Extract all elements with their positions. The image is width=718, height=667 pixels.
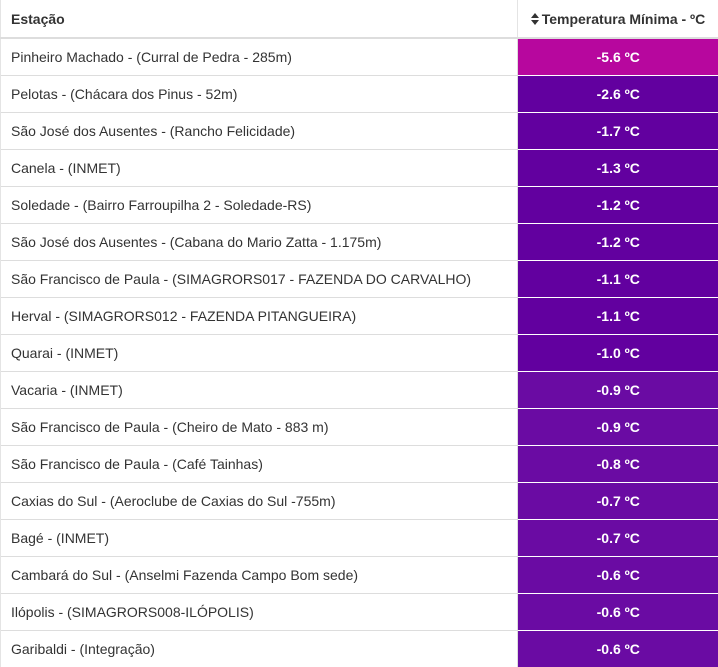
table-row: Garibaldi - (Integração) -0.6 ºC bbox=[0, 629, 718, 667]
station-header-label: Estação bbox=[11, 10, 65, 27]
min-temperature-cell: -1.7 ºC bbox=[517, 111, 718, 149]
table-body: Pinheiro Machado - (Curral de Pedra - 28… bbox=[0, 38, 718, 667]
station-name-cell: Soledade - (Bairro Farroupilha 2 - Soled… bbox=[0, 185, 518, 223]
table-row: Canela - (INMET) -1.3 ºC bbox=[0, 148, 718, 186]
min-temperature-cell: -5.6 ºC bbox=[517, 38, 718, 75]
station-name-cell: Herval - (SIMAGRORS012 - FAZENDA PITANGU… bbox=[0, 296, 518, 334]
station-name-cell: Pelotas - (Chácara dos Pinus - 52m) bbox=[0, 74, 518, 112]
table-row: Caxias do Sul - (Aeroclube de Caxias do … bbox=[0, 481, 718, 519]
table-row: Vacaria - (INMET) -0.9 ºC bbox=[0, 370, 718, 408]
min-temperature-cell: -0.8 ºC bbox=[517, 444, 718, 482]
min-temperature-cell: -1.3 ºC bbox=[517, 148, 718, 186]
station-name-cell: Vacaria - (INMET) bbox=[0, 370, 518, 408]
table-row: São José dos Ausentes - (Cabana do Mario… bbox=[0, 222, 718, 260]
temperature-header-label: Temperatura Mínima - ºC bbox=[541, 10, 706, 27]
min-temperature-cell: -0.7 ºC bbox=[517, 481, 718, 519]
min-temperature-cell: -0.6 ºC bbox=[517, 629, 718, 667]
table-row: Quarai - (INMET) -1.0 ºC bbox=[0, 333, 718, 371]
station-name-cell: São Francisco de Paula - (Café Tainhas) bbox=[0, 444, 518, 482]
station-name-cell: Bagé - (INMET) bbox=[0, 518, 518, 556]
min-temperature-cell: -1.1 ºC bbox=[517, 296, 718, 334]
table-row: São Francisco de Paula - (SIMAGRORS017 -… bbox=[0, 259, 718, 297]
min-temperature-cell: -0.9 ºC bbox=[517, 407, 718, 445]
table-row: Pinheiro Machado - (Curral de Pedra - 28… bbox=[0, 38, 718, 75]
station-name-cell: São Francisco de Paula - (SIMAGRORS017 -… bbox=[0, 259, 518, 297]
min-temperature-cell: -0.7 ºC bbox=[517, 518, 718, 556]
station-name-cell: Pinheiro Machado - (Curral de Pedra - 28… bbox=[0, 38, 518, 75]
table-row: Bagé - (INMET) -0.7 ºC bbox=[0, 518, 718, 556]
table-row: Cambará do Sul - (Anselmi Fazenda Campo … bbox=[0, 555, 718, 593]
header-row: Estação Temperatura Mínima - ºC bbox=[0, 0, 718, 39]
table-row: São Francisco de Paula - (Café Tainhas) -… bbox=[0, 444, 718, 482]
table-row: Herval - (SIMAGRORS012 - FAZENDA PITANGU… bbox=[0, 296, 718, 334]
table-row: São José dos Ausentes - (Rancho Felicida… bbox=[0, 111, 718, 149]
station-name-cell: Quarai - (INMET) bbox=[0, 333, 518, 371]
station-name-cell: Ilópolis - (SIMAGRORS008-ILÓPOLIS) bbox=[0, 592, 518, 630]
table-row: Pelotas - (Chácara dos Pinus - 52m) -2.6 … bbox=[0, 74, 718, 112]
station-column-header[interactable]: Estação bbox=[0, 0, 518, 39]
station-name-cell: Garibaldi - (Integração) bbox=[0, 629, 518, 667]
station-name-cell: São Francisco de Paula - (Cheiro de Mato… bbox=[0, 407, 518, 445]
table-header: Estação Temperatura Mínima - ºC bbox=[0, 0, 718, 39]
min-temperature-cell: -1.2 ºC bbox=[517, 222, 718, 260]
station-name-cell: São José dos Ausentes - (Rancho Felicida… bbox=[0, 111, 518, 149]
min-temperature-cell: -0.6 ºC bbox=[517, 592, 718, 630]
sort-up-down-icon[interactable] bbox=[530, 12, 539, 25]
min-temperature-cell: -0.6 ºC bbox=[517, 555, 718, 593]
temperature-column-header[interactable]: Temperatura Mínima - ºC bbox=[517, 0, 718, 39]
station-name-cell: Cambará do Sul - (Anselmi Fazenda Campo … bbox=[0, 555, 518, 593]
min-temperature-cell: -2.6 ºC bbox=[517, 74, 718, 112]
min-temperature-cell: -0.9 ºC bbox=[517, 370, 718, 408]
table-row: São Francisco de Paula - (Cheiro de Mato… bbox=[0, 407, 718, 445]
min-temperature-cell: -1.1 ºC bbox=[517, 259, 718, 297]
table-row: Soledade - (Bairro Farroupilha 2 - Soled… bbox=[0, 185, 718, 223]
station-name-cell: São José dos Ausentes - (Cabana do Mario… bbox=[0, 222, 518, 260]
min-temperature-cell: -1.2 ºC bbox=[517, 185, 718, 223]
station-name-cell: Caxias do Sul - (Aeroclube de Caxias do … bbox=[0, 481, 518, 519]
station-name-cell: Canela - (INMET) bbox=[0, 148, 518, 186]
min-temperature-cell: -1.0 ºC bbox=[517, 333, 718, 371]
table-row: Ilópolis - (SIMAGRORS008-ILÓPOLIS) -0.6 º… bbox=[0, 592, 718, 630]
